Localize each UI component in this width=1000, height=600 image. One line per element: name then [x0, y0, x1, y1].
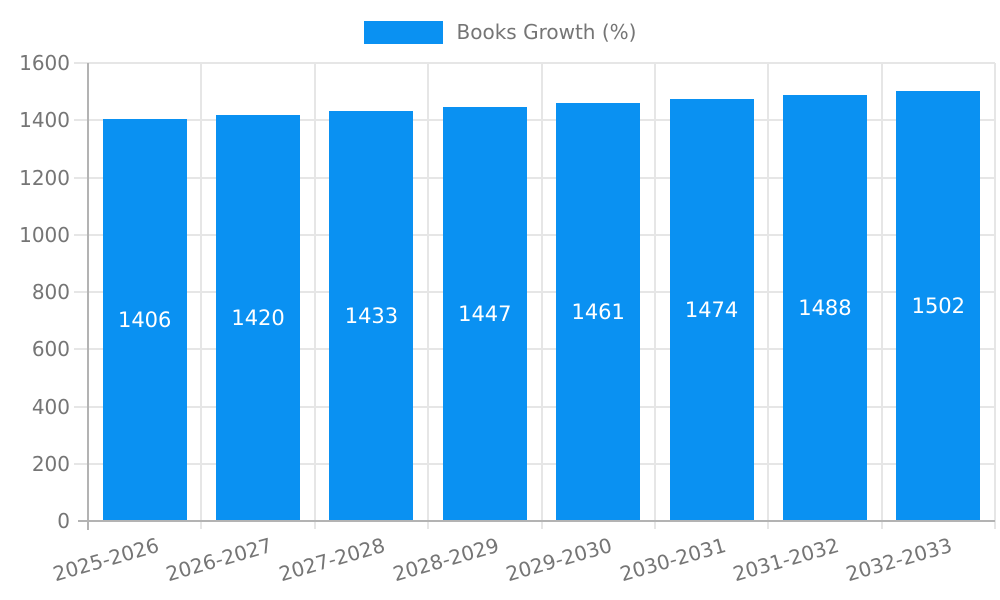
y-axis-tick-label: 1400 [19, 108, 70, 133]
y-axis-tick [74, 462, 88, 465]
y-axis-tick [74, 119, 88, 122]
x-axis-tick-label: 2030-2031 [616, 533, 729, 587]
y-axis-tick-label: 1600 [19, 51, 70, 75]
x-axis-line [78, 520, 995, 522]
plot-area: 0 200 400 600 800 1000 1200 1400 1600 1406 2025-20… [19, 51, 996, 586]
bar-value-label: 1474 [684, 298, 739, 323]
y-axis-tick [74, 291, 88, 293]
legend-label: Books Growth (%) [456, 20, 637, 44]
bar[interactable] [556, 102, 641, 521]
y-axis-tick-label: 600 [31, 337, 70, 362]
bar-value-label: 1420 [231, 305, 285, 330]
x-gridline [994, 63, 996, 529]
bar[interactable] [669, 99, 754, 521]
x-axis-tick-label: 2032-2033 [843, 533, 955, 587]
x-axis-tick-label: 2028-2029 [390, 533, 502, 587]
bar-value-label: 1447 [458, 301, 512, 326]
bar-value-label: 1488 [798, 296, 852, 321]
y-axis-tick [74, 176, 88, 179]
bar-value-label: 1461 [571, 299, 625, 324]
bar-value-label: 1406 [117, 307, 172, 332]
bar[interactable] [102, 118, 187, 521]
y-axis-tick-label: 800 [31, 280, 70, 304]
y-axis-tick [74, 233, 88, 236]
x-axis-tick-label: 2031-2032 [730, 533, 842, 587]
x-gridline [313, 63, 316, 529]
y-axis-tick-label: 1000 [19, 222, 70, 247]
x-gridline [540, 63, 543, 529]
bar-value-label: 1502 [911, 294, 966, 319]
y-axis-tick [74, 405, 88, 408]
bar-value-label: 1433 [344, 303, 399, 328]
bar[interactable] [896, 91, 981, 521]
y-axis-tick-label: 1200 [19, 165, 70, 190]
bar[interactable] [329, 110, 414, 521]
y-axis-line [87, 63, 89, 530]
x-gridline [200, 63, 203, 529]
bar[interactable] [216, 114, 301, 521]
x-axis-tick-label: 2027-2028 [276, 533, 389, 587]
x-gridline [767, 63, 770, 529]
x-gridline [880, 63, 883, 529]
x-gridline [653, 63, 656, 529]
y-axis-tick-label: 0 [57, 509, 70, 533]
legend[interactable]: Books Growth (%) [0, 20, 1000, 44]
y-axis-tick-label: 200 [31, 451, 70, 476]
x-axis-tick-label: 2029-2030 [503, 533, 615, 587]
x-axis-tick-label: 2026-2027 [163, 533, 275, 587]
x-axis-tick-label: 2025-2026 [49, 533, 162, 587]
y-axis-tick [74, 348, 88, 351]
bar[interactable] [782, 95, 867, 521]
y-axis-tick [74, 62, 88, 64]
legend-swatch-icon [363, 20, 443, 44]
x-gridline [427, 63, 430, 529]
y-axis-tick-label: 400 [31, 394, 70, 419]
bar[interactable] [442, 106, 527, 521]
